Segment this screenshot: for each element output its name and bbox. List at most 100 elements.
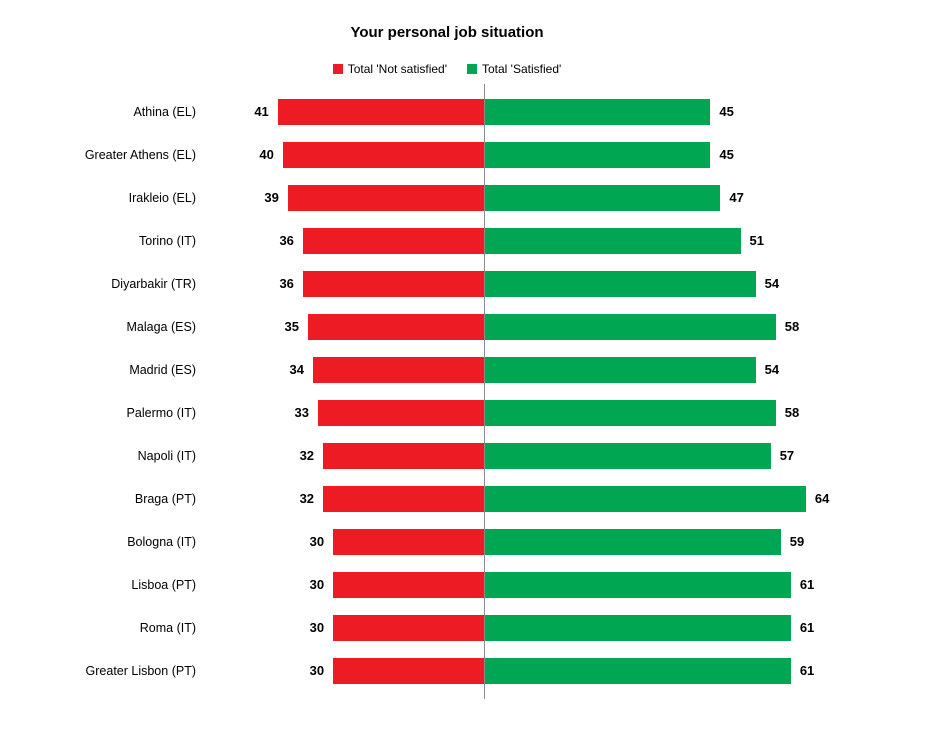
left-half: 30: [210, 571, 484, 598]
value-label-satisfied: 61: [799, 620, 815, 635]
category-label: Greater Lisbon (PT): [85, 663, 196, 678]
chart-row: Lisboa (PT) 30 61: [0, 563, 950, 606]
right-half: 61: [484, 614, 950, 641]
category-label: Madrid (ES): [129, 362, 196, 377]
value-label-satisfied: 64: [814, 491, 830, 506]
value-label-not-satisfied: 36: [279, 276, 294, 291]
chart-row: Madrid (ES) 34 54: [0, 348, 950, 391]
left-half: 39: [210, 184, 484, 211]
bar-satisfied: [484, 528, 781, 555]
value-label-satisfied: 61: [799, 663, 815, 678]
category-label: Irakleio (EL): [128, 190, 196, 205]
bar-not-satisfied: [318, 399, 484, 426]
bar-not-satisfied: [287, 184, 484, 211]
category-label: Bologna (IT): [127, 534, 196, 549]
bar-not-satisfied: [302, 227, 484, 254]
chart-row: Diyarbakir (TR) 36 54: [0, 262, 950, 305]
value-label-satisfied: 58: [784, 405, 800, 420]
legend-label-not-satisfied: Total 'Not satisfied': [347, 62, 447, 76]
bar-satisfied: [484, 399, 776, 426]
value-label-satisfied: 59: [789, 534, 805, 549]
chart-header: Your personal job situation Total 'Not s…: [0, 24, 894, 76]
value-label-not-satisfied: 36: [279, 233, 294, 248]
value-label-satisfied: 45: [719, 147, 734, 162]
chart-row: Palermo (IT) 33 58: [0, 391, 950, 434]
value-label-not-satisfied: 32: [299, 448, 315, 463]
left-half: 32: [210, 485, 484, 512]
value-label-not-satisfied: 30: [309, 663, 325, 678]
left-half: 33: [210, 399, 484, 426]
left-half: 36: [210, 227, 484, 254]
bar-not-satisfied: [333, 571, 484, 598]
category-label: Palermo (IT): [126, 405, 196, 420]
right-half: 61: [484, 571, 950, 598]
bar-not-satisfied: [307, 313, 484, 340]
bar-satisfied: [484, 184, 721, 211]
value-label-satisfied: 51: [749, 233, 764, 248]
value-label-satisfied: 54: [764, 362, 780, 377]
left-half: 30: [210, 614, 484, 641]
bar-not-satisfied: [312, 356, 484, 383]
value-label-not-satisfied: 33: [294, 405, 310, 420]
plot-area: Athina (EL) 41 45 Greater Athens (EL) 40 45 Ir…: [0, 90, 950, 692]
left-half: 41: [210, 98, 484, 125]
chart-row: Torino (IT) 36 51: [0, 219, 950, 262]
bar-not-satisfied: [333, 614, 484, 641]
value-label-not-satisfied: 30: [309, 534, 325, 549]
category-label: Greater Athens (EL): [84, 147, 196, 162]
chart-row: Bologna (IT) 30 59: [0, 520, 950, 563]
legend-item-satisfied: Total 'Satisfied': [467, 62, 561, 76]
category-label: Diyarbakir (TR): [111, 276, 196, 291]
left-half: 35: [210, 313, 484, 340]
right-half: 54: [484, 356, 950, 383]
bar-not-satisfied: [302, 270, 484, 297]
value-label-satisfied: 58: [784, 319, 800, 334]
chart-row: Greater Lisbon (PT) 30 61: [0, 649, 950, 692]
category-label: Athina (EL): [133, 104, 196, 119]
category-label: Malaga (ES): [126, 319, 196, 334]
bar-not-satisfied: [333, 657, 484, 684]
bar-satisfied: [484, 657, 791, 684]
right-half: 45: [484, 141, 950, 168]
bar-not-satisfied: [282, 141, 484, 168]
chart-row: Malaga (ES) 35 58: [0, 305, 950, 348]
value-label-not-satisfied: 41: [254, 104, 269, 119]
bar-satisfied: [484, 98, 711, 125]
right-half: 51: [484, 227, 950, 254]
right-half: 59: [484, 528, 950, 555]
axis-line: [484, 84, 485, 699]
chart-row: Braga (PT) 32 64: [0, 477, 950, 520]
chart-row: Napoli (IT) 32 57: [0, 434, 950, 477]
bar-satisfied: [484, 442, 771, 469]
bar-satisfied: [484, 141, 711, 168]
value-label-satisfied: 54: [764, 276, 780, 291]
bar-not-satisfied: [277, 98, 484, 125]
plot-wrapper: Athina (EL) 41 45 Greater Athens (EL) 40 45 Ir…: [0, 84, 950, 699]
bar-satisfied: [484, 571, 791, 598]
right-half: 54: [484, 270, 950, 297]
value-label-not-satisfied: 30: [309, 620, 325, 635]
right-half: 58: [484, 313, 950, 340]
bar-satisfied: [484, 614, 791, 641]
chart-row: Greater Athens (EL) 40 45: [0, 133, 950, 176]
right-half: 64: [484, 485, 950, 512]
bar-satisfied: [484, 227, 741, 254]
legend-label-satisfied: Total 'Satisfied': [482, 62, 562, 76]
value-label-satisfied: 47: [729, 190, 744, 205]
value-label-not-satisfied: 34: [289, 362, 304, 377]
value-label-satisfied: 57: [779, 448, 795, 463]
right-half: 61: [484, 657, 950, 684]
value-label-not-satisfied: 32: [299, 491, 315, 506]
category-label: Napoli (IT): [137, 448, 196, 463]
right-half: 58: [484, 399, 950, 426]
category-label: Roma (IT): [139, 620, 196, 635]
legend-swatch-satisfied: [467, 64, 477, 74]
value-label-not-satisfied: 40: [259, 147, 274, 162]
chart-legend: Total 'Not satisfied' Total 'Satisfied': [0, 62, 894, 76]
right-half: 45: [484, 98, 950, 125]
bar-satisfied: [484, 356, 756, 383]
left-half: 32: [210, 442, 484, 469]
left-half: 30: [210, 657, 484, 684]
value-label-satisfied: 45: [719, 104, 734, 119]
